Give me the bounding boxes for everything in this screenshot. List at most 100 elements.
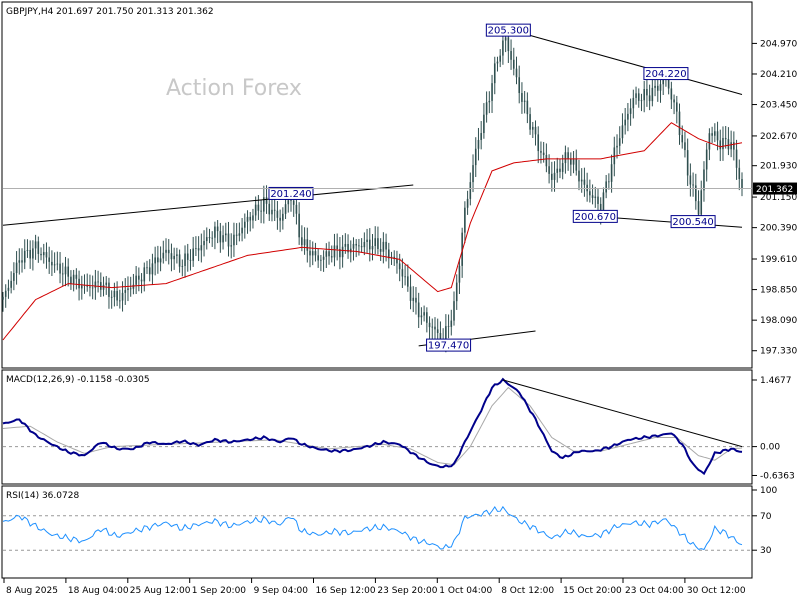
candle-body xyxy=(322,256,325,260)
trendline xyxy=(2,184,414,226)
candle-body xyxy=(686,150,689,176)
rsi-line xyxy=(2,505,743,551)
candle-body xyxy=(537,134,540,152)
candle-body xyxy=(244,221,246,228)
x-tick-label: 23 Oct 04:00 xyxy=(625,586,684,596)
candle-body xyxy=(53,264,56,266)
candle-body xyxy=(23,250,26,263)
candle-body xyxy=(129,288,132,290)
candle-body xyxy=(578,170,580,182)
x-tick-label: 16 Sep 12:00 xyxy=(316,586,376,596)
candle-body xyxy=(534,126,537,135)
candle-body xyxy=(439,333,442,341)
candle-body xyxy=(290,200,292,202)
candle-body xyxy=(692,184,694,186)
candle-body xyxy=(233,234,235,246)
candle-body xyxy=(200,245,203,251)
candle-body xyxy=(295,204,298,214)
candle-body xyxy=(499,55,501,62)
candle-body xyxy=(181,266,184,267)
candle-body xyxy=(738,167,741,180)
candle-body xyxy=(741,179,743,188)
candle-body xyxy=(646,89,648,96)
candle-body xyxy=(434,326,436,330)
macd-pane-frame xyxy=(1,369,753,485)
candle-body xyxy=(575,159,578,171)
candle-body xyxy=(523,100,526,102)
candle-body xyxy=(474,148,477,166)
candle-body xyxy=(18,260,21,263)
y-tick-label: 199.610 xyxy=(760,255,797,265)
candle-body xyxy=(632,97,635,109)
candle-body xyxy=(146,267,148,269)
candle-body xyxy=(328,251,330,257)
x-tick-label: 1 Oct 04:00 xyxy=(439,586,492,596)
candle-body xyxy=(496,61,499,64)
price-label: 201.240 xyxy=(268,186,314,200)
price-pane-frame xyxy=(1,1,753,369)
candle-body xyxy=(105,282,108,285)
candle-body xyxy=(521,93,523,102)
candle-body xyxy=(388,249,390,259)
macd-y-tick-label: 1.4677 xyxy=(760,376,792,386)
candle-body xyxy=(667,77,670,89)
candle-body xyxy=(124,290,127,293)
macd-pane: MACD(12,26,9) -0.1158 -0.0305 1.4677 0.00… xyxy=(1,369,795,485)
candle-body xyxy=(317,255,319,261)
candle-body xyxy=(466,198,469,208)
candle-body xyxy=(662,79,665,85)
candle-body xyxy=(222,235,224,243)
y-tick-label: 198.850 xyxy=(760,286,797,296)
candle-body xyxy=(423,312,425,316)
candle-body xyxy=(561,163,564,172)
candle-body xyxy=(154,257,156,264)
candle-body xyxy=(398,263,401,270)
candle-body xyxy=(341,246,344,258)
candle-body xyxy=(56,263,59,265)
candle-body xyxy=(311,251,314,256)
candle-body xyxy=(40,253,42,256)
y-tick-label: 202.670 xyxy=(760,132,797,142)
candle-body xyxy=(121,292,124,301)
candle-body xyxy=(469,182,472,199)
candle-body xyxy=(186,253,189,260)
candle-body xyxy=(599,203,602,213)
y-tick-label: 198.090 xyxy=(760,316,797,326)
candle-body xyxy=(366,239,368,242)
candle-body xyxy=(143,267,146,282)
candle-body xyxy=(545,154,548,167)
candle-body xyxy=(127,288,129,291)
candle-body xyxy=(428,322,431,328)
candle-body xyxy=(659,84,662,91)
candle-body xyxy=(531,126,534,130)
price-label-text: 205.300 xyxy=(488,26,529,37)
candle-body xyxy=(510,51,512,60)
candle-body xyxy=(374,238,377,247)
candle-body xyxy=(493,63,496,84)
candle-body xyxy=(586,184,588,192)
candle-body xyxy=(178,254,181,267)
candle-body xyxy=(409,286,412,301)
candle-body xyxy=(719,140,722,150)
candle-body xyxy=(211,237,214,239)
candle-body xyxy=(472,165,474,183)
candle-body xyxy=(355,243,357,246)
price-label: 204.220 xyxy=(643,67,689,81)
price-label-text: 200.540 xyxy=(672,217,713,228)
rsi-pane-frame xyxy=(1,485,753,579)
candle-body xyxy=(724,137,727,140)
price-label: 200.670 xyxy=(572,209,618,223)
candle-body xyxy=(173,255,175,260)
candle-body xyxy=(86,285,89,287)
candle-body xyxy=(417,302,420,318)
candle-body xyxy=(567,152,569,159)
candle-body xyxy=(700,190,703,215)
price-label-box xyxy=(268,186,314,200)
candle-body xyxy=(224,233,227,236)
candle-body xyxy=(382,241,385,252)
candle-body xyxy=(265,197,268,204)
candle-body xyxy=(450,320,453,327)
candle-body xyxy=(7,287,10,291)
candle-body xyxy=(282,213,284,221)
candle-body xyxy=(594,196,597,198)
